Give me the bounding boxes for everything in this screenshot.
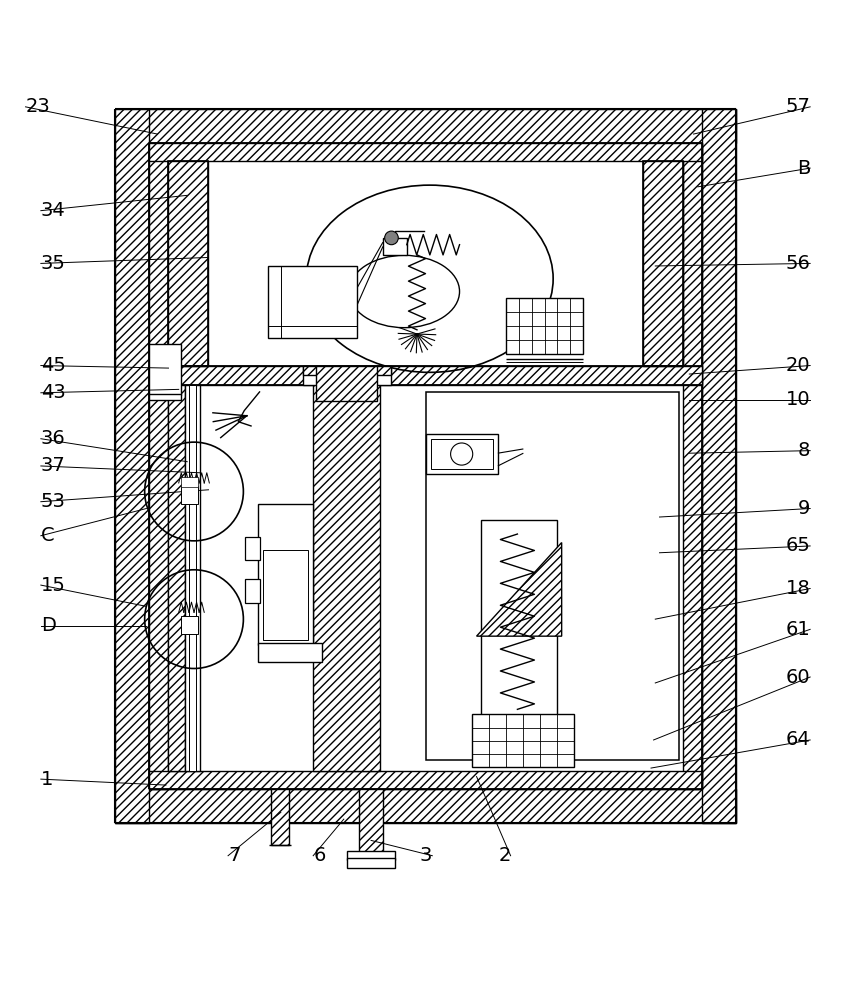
Bar	[426, 434, 498, 474]
Bar	[347, 858, 395, 868]
Bar	[263, 550, 308, 640]
Bar	[189, 385, 196, 771]
Text: C: C	[41, 526, 54, 545]
Bar	[115, 789, 736, 823]
Bar	[303, 366, 391, 375]
Bar	[149, 344, 181, 395]
Bar	[115, 109, 736, 143]
Bar	[506, 298, 583, 354]
Text: 23: 23	[26, 97, 50, 116]
Text: 60: 60	[785, 668, 810, 687]
Text: 1: 1	[41, 770, 54, 789]
Bar	[268, 266, 357, 338]
Bar	[643, 161, 683, 366]
Text: 8: 8	[797, 441, 810, 460]
Bar	[271, 789, 289, 845]
Bar	[426, 392, 679, 760]
Bar	[683, 143, 702, 789]
Text: 36: 36	[41, 429, 66, 448]
Bar	[149, 366, 702, 385]
Bar	[702, 109, 736, 823]
Text: 53: 53	[41, 492, 66, 511]
Text: 43: 43	[41, 383, 66, 402]
Bar	[168, 161, 683, 366]
Text: 2: 2	[498, 846, 511, 865]
Text: 57: 57	[785, 97, 810, 116]
Text: 20: 20	[785, 356, 810, 375]
Bar	[149, 143, 168, 789]
Text: 6: 6	[313, 846, 326, 865]
Text: 9: 9	[797, 499, 810, 518]
Text: 65: 65	[785, 536, 810, 555]
Bar	[431, 439, 493, 469]
Text: 45: 45	[41, 356, 66, 375]
Text: 56: 56	[785, 254, 810, 273]
Bar	[149, 143, 702, 161]
Bar	[245, 579, 260, 603]
Text: 3: 3	[420, 846, 432, 865]
Bar	[168, 161, 208, 366]
Text: 64: 64	[785, 730, 810, 749]
Text: 61: 61	[785, 620, 810, 639]
Text: 37: 37	[41, 456, 66, 475]
Bar	[347, 851, 395, 860]
Bar	[149, 394, 181, 400]
Bar	[303, 366, 391, 385]
Text: 15: 15	[41, 576, 66, 595]
Text: B: B	[797, 159, 810, 178]
Bar	[643, 161, 683, 366]
Text: D: D	[41, 616, 55, 635]
Bar	[181, 477, 198, 487]
Circle shape	[385, 231, 398, 245]
Bar	[359, 789, 383, 857]
Bar	[168, 161, 208, 366]
Bar	[181, 486, 198, 504]
Bar	[258, 504, 313, 645]
Text: 18: 18	[785, 579, 810, 598]
Polygon shape	[477, 543, 562, 636]
Text: 35: 35	[41, 254, 66, 273]
Bar	[115, 109, 149, 823]
Text: 10: 10	[785, 390, 810, 409]
Bar	[472, 714, 574, 767]
Bar	[149, 771, 702, 789]
Bar	[383, 238, 407, 255]
Bar	[181, 616, 198, 634]
Text: 7: 7	[228, 846, 241, 865]
Bar	[316, 366, 377, 401]
Bar	[185, 385, 200, 771]
Text: 34: 34	[41, 201, 66, 220]
Bar	[245, 537, 260, 560]
Bar	[258, 643, 322, 662]
Bar	[481, 520, 557, 733]
Bar	[313, 377, 380, 771]
Bar	[168, 385, 185, 771]
